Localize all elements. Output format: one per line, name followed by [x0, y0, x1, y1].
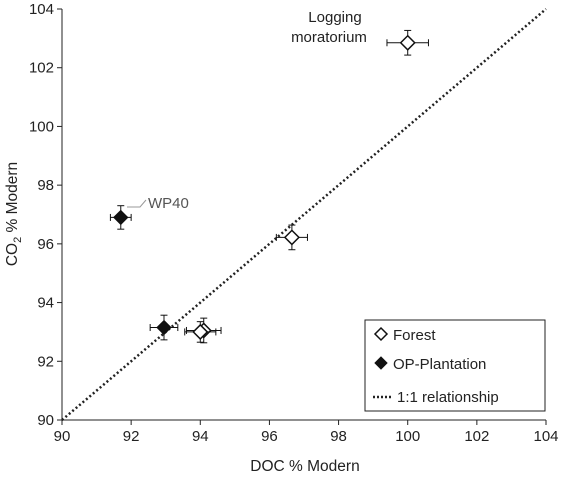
- annotation-wp40-label: WP40: [148, 195, 189, 212]
- x-axis-title: DOC % Modern: [250, 458, 359, 475]
- plot-area: 90 92 94 96 98 100 102 104 90 92 94 96 98 100 102 104: [29, 1, 559, 445]
- annotation-logging-line1: Logging: [308, 9, 361, 26]
- annotation-wp40: WP40: [127, 195, 189, 212]
- x-tick-label: 90: [54, 428, 71, 445]
- forest-point-3: [192, 323, 209, 340]
- annotation-logging-line2: moratorium: [291, 29, 367, 46]
- y-tick-label: 104: [29, 1, 54, 18]
- legend-box: [364, 319, 546, 412]
- legend: Forest OP-Plantation 1:1 relationship: [364, 319, 546, 412]
- legend-op-plantation-label: OP-Plantation: [393, 356, 486, 373]
- x-tick-label: 94: [192, 428, 209, 445]
- annotation-wp40-leader: [127, 199, 147, 208]
- annotation-logging-moratorium: Logging moratorium: [291, 9, 367, 46]
- x-tick-label: 96: [261, 428, 278, 445]
- x-tick-label: 102: [464, 428, 489, 445]
- op-plantation-point-1: [156, 319, 172, 336]
- forest-point-0: [399, 34, 416, 51]
- forest-point-1: [283, 229, 300, 246]
- op-plantation-point-0: [113, 209, 129, 226]
- x-tick-label: 104: [533, 428, 558, 445]
- y-tick-label: 98: [37, 177, 54, 194]
- legend-op-plantation-marker: [374, 356, 388, 370]
- x-tick-label: 98: [330, 428, 347, 445]
- x-tick-label: 92: [123, 428, 140, 445]
- legend-1to1-label: 1:1 relationship: [397, 389, 499, 406]
- y-tick-label: 92: [37, 353, 54, 370]
- y-tick-label: 100: [29, 118, 54, 135]
- legend-forest-marker: [373, 326, 389, 342]
- x-tick-label: 100: [395, 428, 420, 445]
- y-tick-label: 94: [37, 295, 54, 312]
- y-tick-label: 90: [37, 412, 54, 429]
- legend-forest-label: Forest: [393, 327, 436, 344]
- y-axis-title: CO2 % Modern: [4, 162, 24, 266]
- y-axis-title-subscript: 2: [12, 237, 24, 243]
- y-tick-label: 96: [37, 236, 54, 253]
- y-tick-label: 102: [29, 60, 54, 77]
